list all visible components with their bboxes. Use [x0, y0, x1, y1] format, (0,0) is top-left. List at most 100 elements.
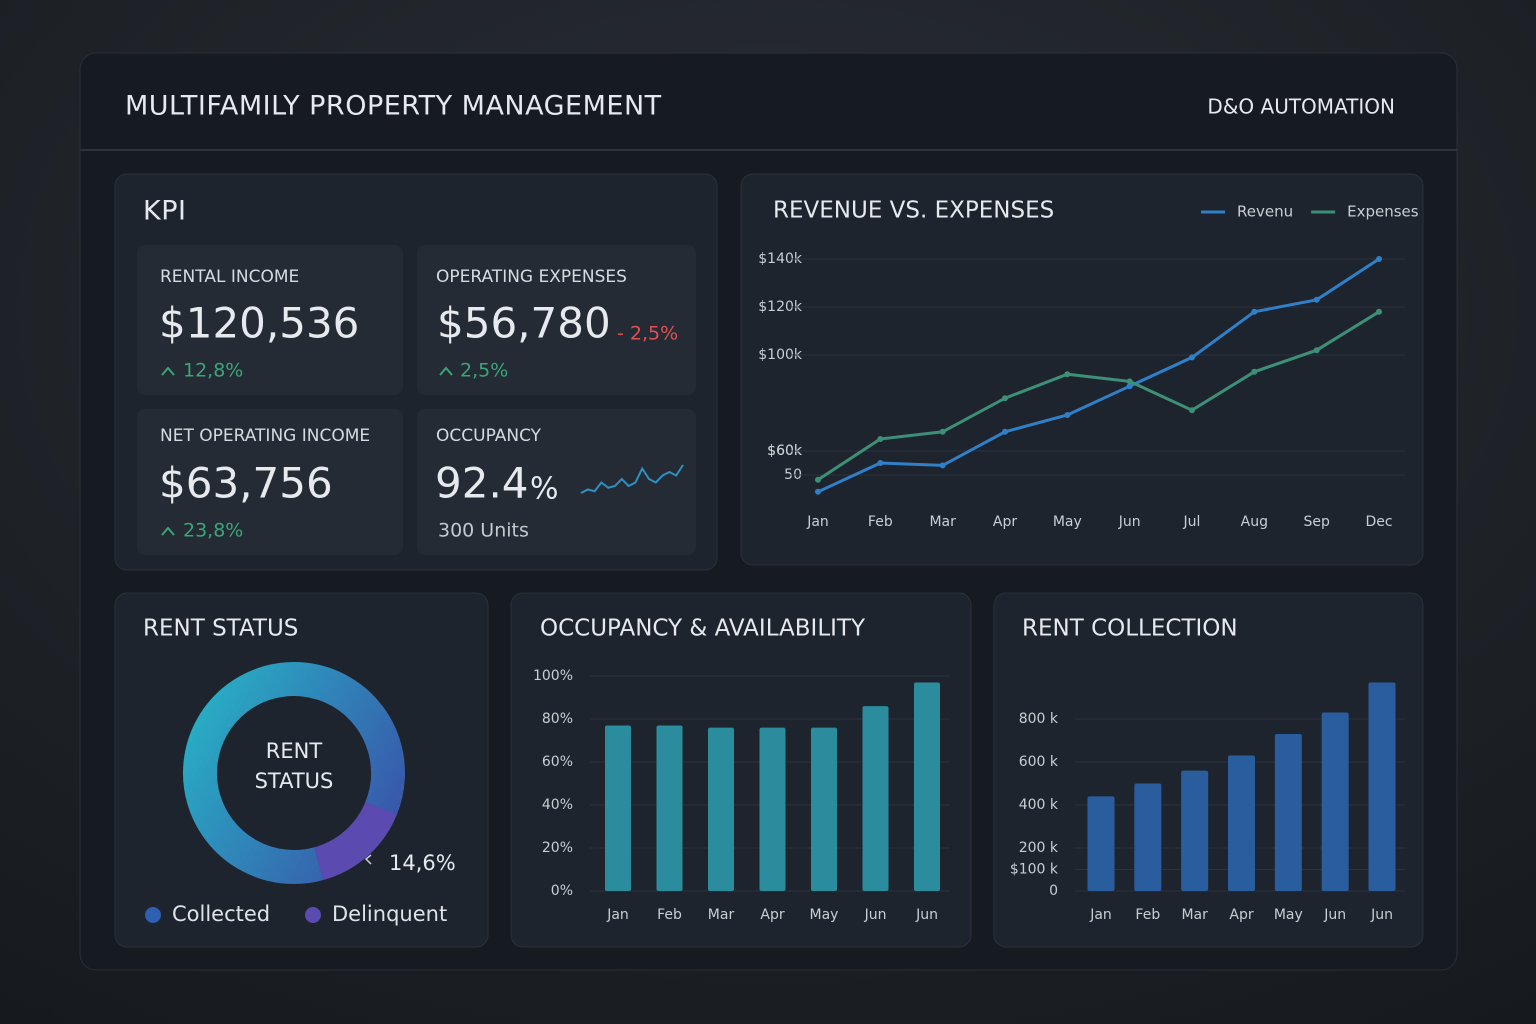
line-point: [815, 488, 821, 495]
chart-card: [114, 592, 489, 948]
line-point: [1251, 308, 1258, 315]
chart-title: REVENUE VS. EXPENSES: [773, 198, 1054, 224]
line-point: [1126, 378, 1133, 385]
bar: [1321, 712, 1349, 891]
legend-label: Collected: [172, 902, 270, 926]
chart-card: [740, 173, 1424, 566]
header-brand: D&O AUTOMATION: [1207, 95, 1395, 119]
y-tick-label: 0%: [551, 883, 573, 899]
x-tick-label: Feb: [868, 514, 893, 530]
kpi-unit: %: [530, 472, 559, 507]
line-point: [939, 428, 946, 435]
label-pointer: [364, 854, 372, 865]
x-tick-label: Jun: [1323, 907, 1346, 923]
donut-segment: [183, 662, 405, 884]
donut-center-label: STATUS: [255, 769, 334, 793]
x-tick-label: Jan: [606, 907, 629, 923]
donut-value-label: 14,6%: [389, 851, 456, 875]
up-arrow: [439, 366, 453, 376]
chart-card: [510, 592, 972, 948]
y-tick-label: 800 k: [1019, 711, 1059, 727]
y-tick-label: $120k: [758, 299, 803, 315]
line-point: [877, 436, 884, 442]
y-tick-label: 400 k: [1019, 797, 1059, 813]
x-tick-label: Aug: [1241, 514, 1268, 530]
x-tick-label: Jul: [1183, 514, 1201, 530]
x-tick-label: Jun: [1370, 907, 1393, 923]
y-tick-label: $60k: [767, 443, 803, 459]
bar: [1134, 783, 1162, 891]
line-point: [1002, 428, 1008, 435]
x-tick-label: May: [1274, 907, 1303, 923]
y-tick-label: 20%: [542, 840, 573, 856]
x-tick-label: Mar: [708, 907, 735, 923]
line-point: [1251, 368, 1258, 375]
x-tick-label: Feb: [657, 907, 682, 923]
legend-label: Expenses: [1347, 203, 1419, 221]
header-title: MULTIFAMILY PROPERTY MANAGEMENT: [125, 91, 662, 122]
bar: [862, 706, 889, 891]
line-point: [1376, 256, 1382, 262]
bar: [708, 727, 734, 891]
bar: [759, 727, 786, 891]
y-tick-label: $60k: [767, 443, 803, 459]
y-tick-label: 0: [1049, 883, 1058, 899]
line-point: [939, 462, 946, 469]
x-tick-label: Jan: [806, 514, 829, 530]
x-tick-label: Dec: [1365, 514, 1392, 530]
y-tick-label: $140k: [758, 251, 803, 267]
kpi-note: 300 Units: [438, 520, 529, 542]
up-arrow: [161, 526, 175, 536]
line-point: [1376, 308, 1382, 315]
kpi-tile: [137, 245, 403, 395]
y-tick-label: 100%: [533, 668, 573, 684]
line-point: [1064, 412, 1071, 418]
kpi-label: RENTAL INCOME: [160, 267, 299, 287]
y-tick-label: $100 k: [1010, 862, 1059, 878]
line-point: [1126, 383, 1133, 390]
kpi-change: 2,5%: [460, 360, 508, 382]
x-tick-label: Apr: [993, 514, 1017, 530]
kpi-tile: [417, 409, 696, 555]
bar: [656, 725, 683, 891]
bar: [1274, 734, 1302, 891]
kpi-value: $120,536: [159, 299, 359, 348]
kpi-title: KPI: [143, 196, 186, 227]
y-tick-label: 80%: [542, 711, 573, 727]
legend-label: Delinquent: [332, 902, 447, 926]
line-series: [817, 310, 1380, 482]
line-point: [1313, 296, 1320, 303]
line-point: [1189, 354, 1195, 361]
legend-label: Revenu: [1237, 203, 1293, 221]
kpi-value: $56,780: [437, 299, 611, 348]
x-tick-label: Jun: [864, 907, 887, 923]
bar: [1181, 770, 1209, 891]
kpi-change: 23,8%: [183, 520, 243, 542]
line-point: [815, 476, 821, 483]
x-tick-label: Jun: [1118, 514, 1141, 530]
line-point: [877, 460, 884, 466]
x-tick-label: Jun: [915, 907, 938, 923]
kpi-tile: [417, 245, 696, 395]
bar: [1368, 682, 1396, 891]
kpi-value: $63,756: [159, 459, 333, 508]
sparkline: [580, 464, 684, 494]
chart-title: RENT COLLECTION: [1022, 616, 1238, 642]
y-tick-label: 60%: [542, 754, 573, 770]
donut-center-label: RENT: [266, 739, 323, 763]
line-point: [1189, 407, 1195, 414]
bar: [1087, 796, 1115, 891]
x-tick-label: Jan: [1089, 907, 1112, 923]
bar: [1228, 755, 1255, 891]
chart-title: OCCUPANCY & AVAILABILITY: [540, 616, 866, 642]
kpi-label: OCCUPANCY: [436, 426, 542, 446]
kpi-change-negative: - 2,5%: [617, 323, 678, 345]
x-tick-label: Mar: [929, 514, 956, 530]
line-point: [1313, 347, 1320, 354]
chart-card: [993, 592, 1424, 948]
legend-swatch: [305, 907, 321, 923]
x-tick-label: Apr: [760, 907, 784, 923]
kpi-value: 92.4: [435, 459, 529, 508]
bar: [914, 682, 940, 891]
